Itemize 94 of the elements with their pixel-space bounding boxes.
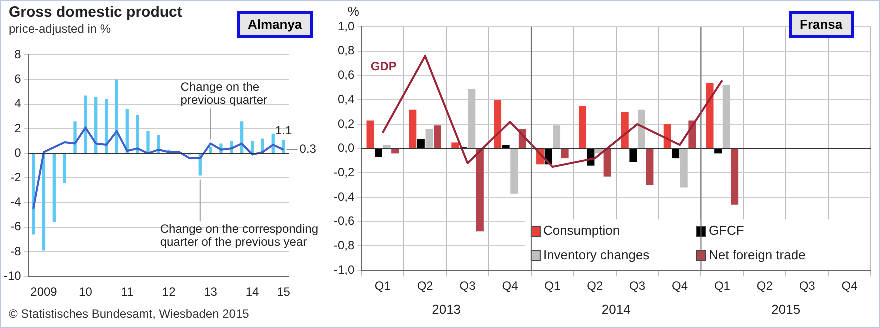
bar — [63, 154, 66, 184]
bar — [392, 149, 400, 154]
y-tick-label: -0,6 — [334, 214, 355, 228]
legend-label: Net foreign trade — [708, 248, 806, 263]
y-tick-label: -0,8 — [334, 238, 355, 253]
x-tick-label: 10 — [79, 285, 93, 300]
y-tick-label: 6 — [14, 72, 22, 86]
y-tick-label: -4 — [10, 195, 22, 210]
y-tick-label: 0,0 — [338, 141, 355, 156]
bar — [146, 131, 150, 154]
bar — [32, 154, 36, 235]
x-tick-label: Q3 — [460, 279, 476, 294]
text: Almanya — [237, 11, 314, 38]
bar — [375, 149, 382, 158]
x-tick-label: Q3 — [799, 279, 816, 294]
bar — [426, 129, 434, 148]
bar — [476, 149, 484, 232]
bar — [664, 124, 672, 148]
y-tick-label: 1,0 — [338, 19, 355, 34]
bar — [209, 147, 212, 154]
x-tick-label: Q1 — [374, 279, 392, 294]
y-axis-title: % — [348, 4, 360, 20]
bar — [452, 142, 460, 148]
y-tick-label: -2 — [10, 170, 22, 185]
y-tick-label: 8 — [14, 48, 22, 62]
text: Change on the previous quarter — [180, 80, 268, 108]
bar — [672, 149, 680, 159]
y-tick-label: 0,6 — [338, 68, 355, 82]
bar — [366, 120, 374, 148]
bar — [250, 141, 254, 154]
data-label: 0.3 — [300, 142, 317, 156]
bar — [115, 80, 119, 154]
bar — [578, 106, 586, 148]
y-tick-label: 0,8 — [338, 44, 355, 58]
legend-label: Inventory changes — [543, 248, 650, 263]
chart-title: Gross domestic product — [9, 4, 182, 21]
bar — [630, 149, 638, 162]
bar — [42, 154, 46, 251]
x-tick-label: 12 — [162, 285, 176, 300]
y-tick-label: 2 — [14, 121, 22, 136]
y-tick-label: -1,0 — [334, 262, 355, 277]
bar — [494, 100, 502, 148]
x-tick-label: Q2 — [587, 279, 604, 294]
bar — [646, 149, 654, 186]
y-tick-label: 0,4 — [338, 92, 355, 106]
y-tick-label: -8 — [10, 244, 22, 258]
data-label: 1.1 — [275, 123, 292, 138]
series-label: GDP — [370, 59, 397, 74]
legend-label: GFCF — [708, 223, 744, 238]
x-tick-label: 15 — [277, 285, 291, 300]
y-tick-label: 0 — [14, 146, 22, 160]
x-tick-label: Q1 — [544, 279, 561, 294]
y-tick-label: -0,4 — [334, 190, 355, 204]
y-tick-label: -0,2 — [334, 165, 355, 180]
bar — [409, 110, 417, 148]
x-tick-label: Q3 — [630, 279, 646, 294]
bar — [383, 145, 391, 148]
bar — [502, 145, 510, 148]
x-tick-label: Q1 — [714, 279, 731, 294]
x-tick-label: 13 — [204, 285, 218, 300]
text: 2014 — [602, 302, 631, 318]
bar — [136, 115, 140, 154]
bar — [74, 122, 77, 154]
bar — [104, 99, 108, 154]
y-tick-label: 4 — [14, 96, 22, 111]
y-tick-label: 0,2 — [338, 116, 355, 131]
x-tick-label: Q2 — [756, 279, 774, 294]
x-tick-label: 11 — [121, 285, 134, 300]
x-tick-label: Q2 — [417, 279, 434, 294]
text: © Statistisches Bundesamt, Wiesbaden 2015 — [9, 307, 250, 321]
bar — [561, 149, 569, 159]
bar — [434, 126, 442, 148]
text: 2015 — [772, 302, 801, 318]
x-tick-label: 14 — [246, 285, 260, 300]
annotation: Fransa — [789, 11, 854, 38]
bar — [604, 149, 612, 177]
bar — [84, 96, 88, 154]
bar — [52, 154, 56, 222]
bar — [621, 112, 629, 148]
x-tick-label: 2009 — [30, 285, 58, 300]
x-tick-label: Q4 — [672, 279, 688, 294]
bar — [94, 97, 98, 154]
y-tick-label: -6 — [10, 220, 22, 234]
x-tick-label: Q4 — [842, 279, 858, 294]
text: Change on the corresponding quarter of the previous year — [160, 222, 318, 250]
text: 2013 — [432, 302, 462, 318]
bar — [706, 83, 714, 148]
x-tick-label: Q4 — [502, 279, 519, 294]
chart-subtitle: price-adjusted in % — [9, 22, 112, 36]
bar — [731, 149, 739, 205]
legend-label: Consumption — [543, 223, 620, 238]
bar — [714, 149, 722, 154]
bar — [417, 139, 425, 148]
y-tick-label: -10 — [4, 268, 22, 283]
